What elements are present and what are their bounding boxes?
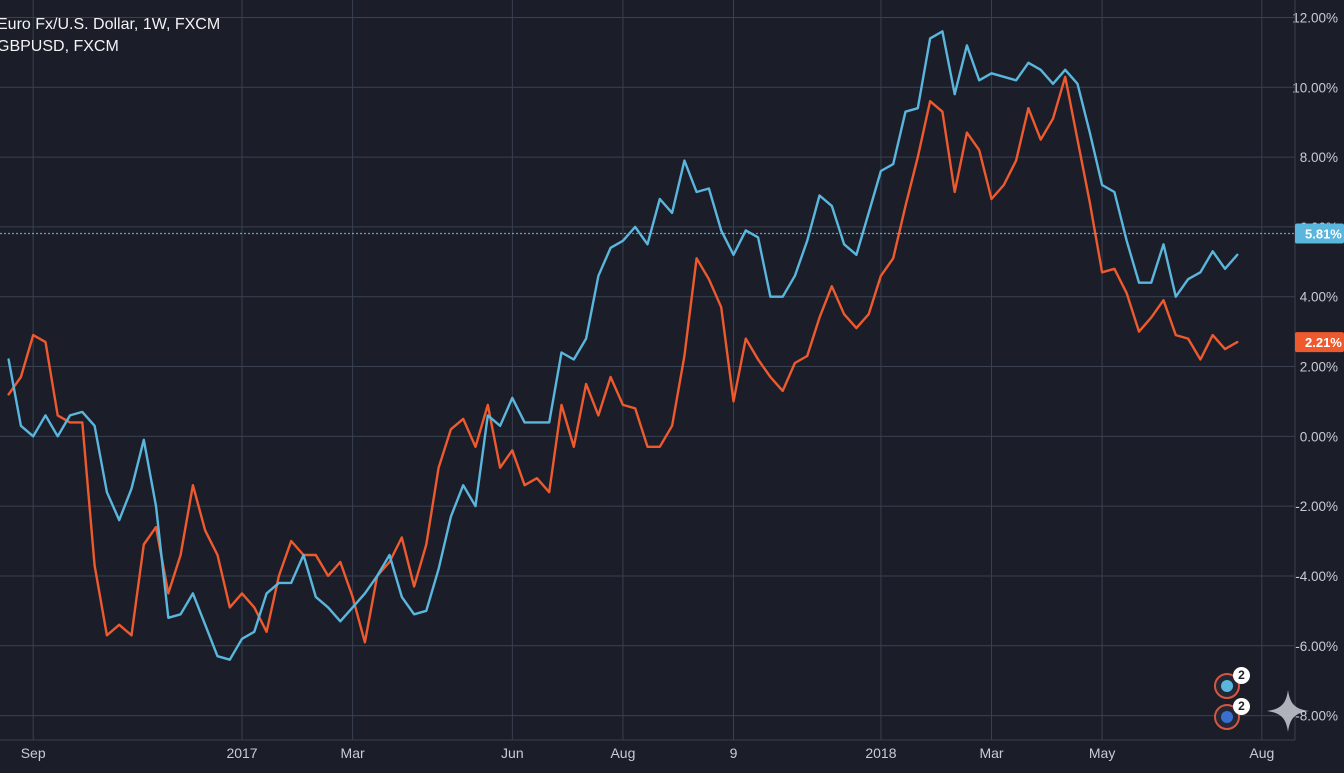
gbpusd-count-badge: 2 [1233, 698, 1250, 715]
y-tick-label: 0.00% [1300, 429, 1338, 444]
grid-lines [0, 0, 1295, 740]
x-tick-label: 2017 [226, 745, 257, 761]
x-tick-label: Jun [501, 745, 524, 761]
legend-eurusd[interactable]: Euro Fx/U.S. Dollar, 1W, FXCM [0, 16, 221, 33]
eurusd-alert-icon[interactable]: 2 [1214, 667, 1250, 699]
eurusd-badge-value: 5.81% [1305, 227, 1342, 242]
gbpusd-series-line [7, 75, 1239, 644]
x-tick-label: 2018 [865, 745, 896, 761]
chart-legend: Euro Fx/U.S. Dollar, 1W, FXCM GBPUSD, FX… [0, 14, 220, 58]
eurusd-count-badge: 2 [1233, 667, 1250, 684]
x-tick-label: 9 [730, 745, 738, 761]
x-tick-label: May [1089, 745, 1115, 761]
y-tick-label: -2.00% [1295, 499, 1338, 514]
x-tick-label: Mar [979, 745, 1003, 761]
x-tick-label: Aug [1249, 745, 1274, 761]
series-lines [7, 30, 1239, 661]
sparkle-icon [1267, 690, 1309, 732]
x-tick-label: Sep [21, 745, 46, 761]
y-tick-label: -4.00% [1295, 569, 1338, 584]
y-tick-label: -6.00% [1295, 639, 1338, 654]
y-tick-label: 10.00% [1292, 80, 1338, 95]
y-tick-label: 8.00% [1300, 150, 1338, 165]
x-axis[interactable]: Sep 2017 Mar Jun Aug 9 2018 Mar May Aug [0, 739, 1295, 761]
gbpusd-alert-icon[interactable]: 2 [1214, 698, 1250, 730]
gbpusd-dot-icon [1221, 711, 1233, 723]
gbpusd-badge-value: 2.21% [1305, 335, 1342, 350]
y-tick-label: 12.00% [1292, 10, 1338, 25]
eurusd-price-badge: 5.81% [1295, 223, 1344, 244]
eurusd-series-line [7, 30, 1239, 661]
x-tick-label: Aug [610, 745, 635, 761]
y-tick-label: 4.00% [1300, 290, 1338, 305]
legend-gbpusd[interactable]: GBPUSD, FXCM [0, 38, 119, 55]
y-tick-label: 2.00% [1300, 360, 1338, 375]
x-tick-label: Mar [341, 745, 365, 761]
y-tick-label: -8.00% [1295, 709, 1338, 724]
gbpusd-price-badge: 2.21% [1295, 332, 1344, 353]
eurusd-dot-icon [1221, 680, 1233, 692]
